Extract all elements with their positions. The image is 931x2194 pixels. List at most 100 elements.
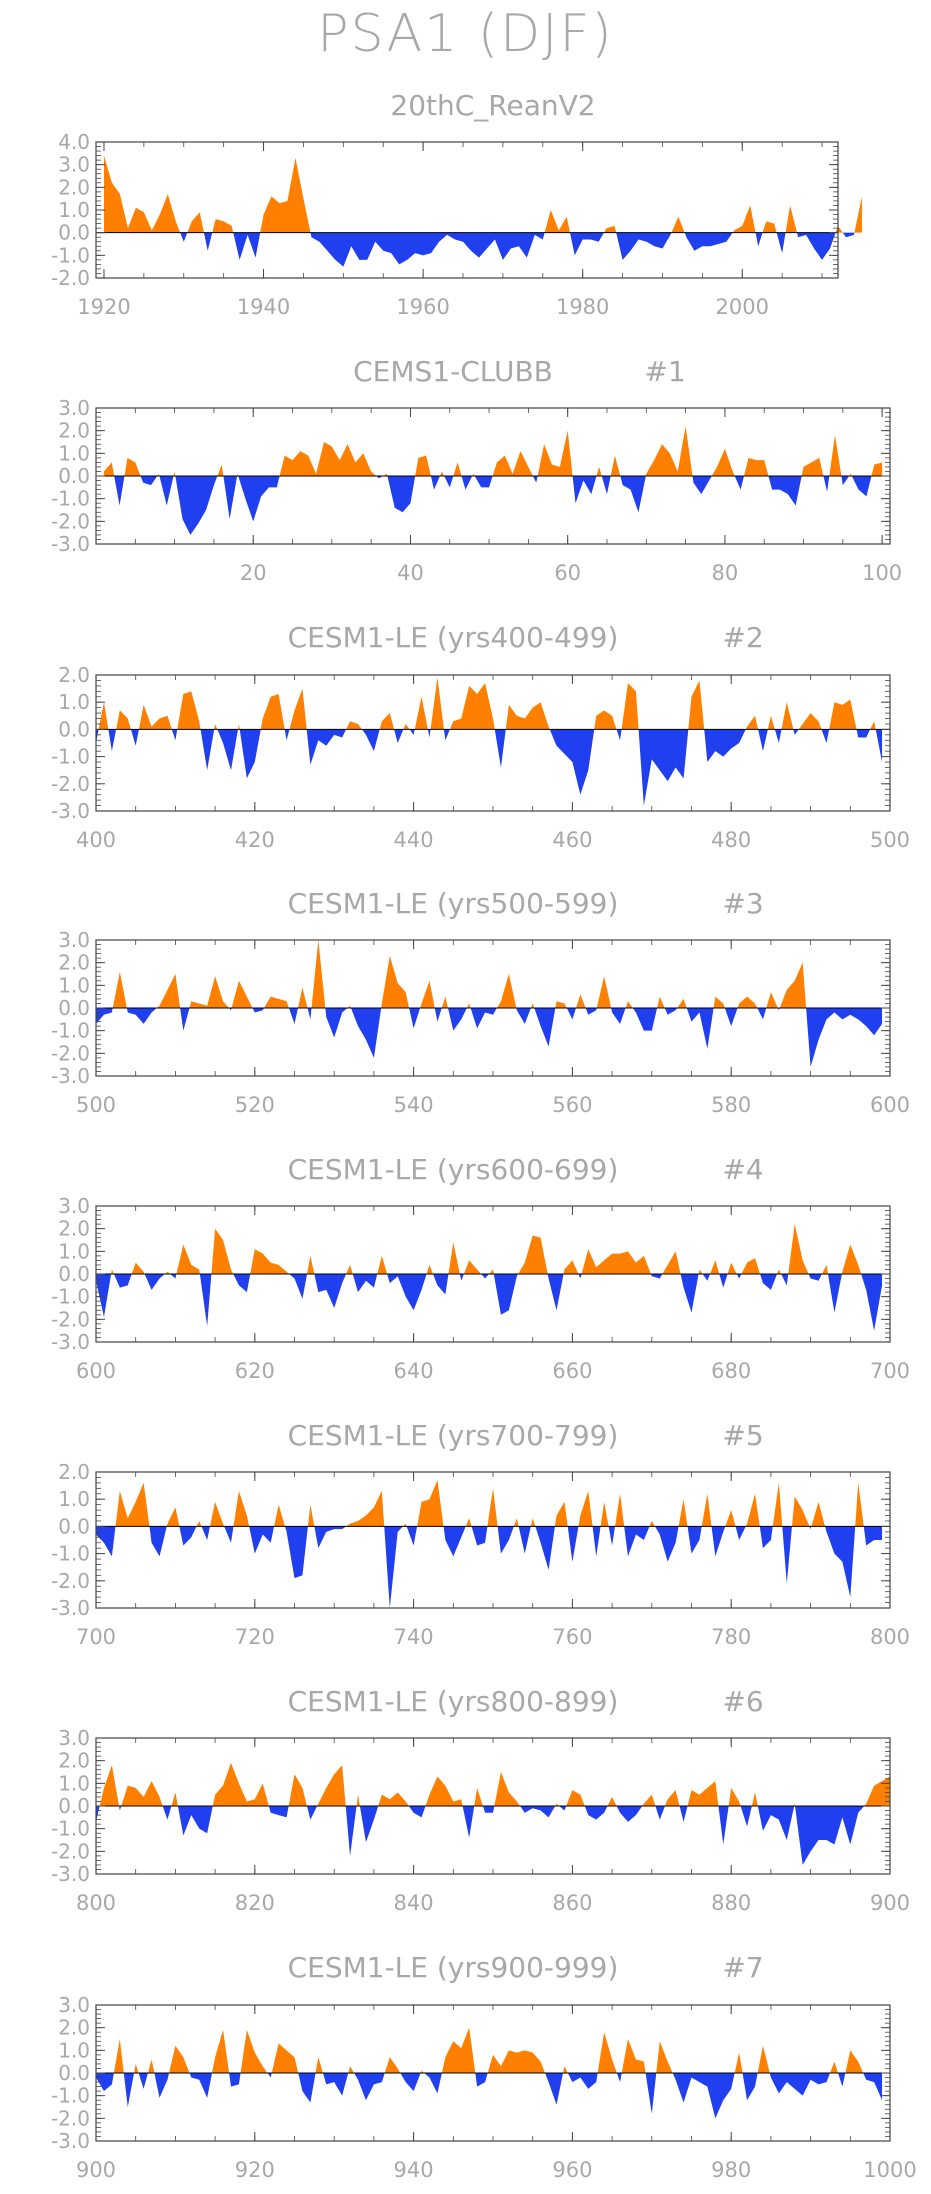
x-tick-label: 820 xyxy=(235,1891,275,1915)
panel-title: CESM1-LE (yrs700-799) xyxy=(288,1419,619,1452)
y-tick-label: -1.0 xyxy=(51,1019,90,1043)
y-tick-label: 2.0 xyxy=(58,2016,90,2040)
panel-title: CEMS1-CLUBB xyxy=(353,355,553,388)
x-tick-label: 600 xyxy=(870,1093,910,1117)
y-tick-label: 2.0 xyxy=(58,175,90,199)
x-tick-label: 500 xyxy=(76,1093,116,1117)
y-tick-label: 3.0 xyxy=(58,1194,90,1218)
x-tick-label: 660 xyxy=(552,1359,592,1383)
x-tick-label: 900 xyxy=(870,1891,910,1915)
x-tick-label: 1960 xyxy=(396,295,449,319)
x-tick-label: 640 xyxy=(394,1359,434,1383)
panel-tag: #1 xyxy=(644,355,685,388)
y-tick-label: -3.0 xyxy=(51,1064,90,1088)
y-tick-label: -3.0 xyxy=(51,1330,90,1354)
y-tick-label: 0.0 xyxy=(58,717,90,741)
y-tick-label: -1.0 xyxy=(51,1285,90,1309)
x-tick-label: 560 xyxy=(552,1093,592,1117)
y-tick-label: 3.0 xyxy=(58,1726,90,1750)
y-tick-label: 4.0 xyxy=(58,130,90,154)
x-tick-label: 1000 xyxy=(863,2158,916,2182)
negative-area xyxy=(96,1526,883,1608)
x-tick-label: 580 xyxy=(711,1093,751,1117)
y-tick-label: 2.0 xyxy=(58,419,90,443)
x-tick-label: 940 xyxy=(394,2158,434,2182)
negative-area xyxy=(96,1008,883,1067)
y-tick-label: 1.0 xyxy=(58,198,90,222)
y-tick-label: 1.0 xyxy=(58,441,90,465)
y-tick-label: 2.0 xyxy=(58,951,90,975)
y-tick-label: -1.0 xyxy=(51,2084,90,2108)
panel-title: 20thC_ReanV2 xyxy=(390,89,595,122)
x-tick-label: 60 xyxy=(554,561,581,585)
y-tick-label: -1.0 xyxy=(51,243,90,267)
x-tick-label: 620 xyxy=(235,1359,275,1383)
y-tick-label: 3.0 xyxy=(58,153,90,177)
y-tick-label: -1.0 xyxy=(51,745,90,769)
x-tick-label: 700 xyxy=(870,1359,910,1383)
x-tick-label: 20 xyxy=(240,561,267,585)
positive-area xyxy=(113,2027,864,2073)
positive-area xyxy=(115,1480,864,1527)
y-tick-label: -2.0 xyxy=(51,1307,90,1331)
positive-area xyxy=(103,155,862,233)
y-tick-label: 2.0 xyxy=(58,1749,90,1773)
y-tick-label: 2.0 xyxy=(58,1460,90,1484)
y-tick-label: -3.0 xyxy=(51,799,90,823)
negative-area xyxy=(114,476,872,535)
panel-tag: #7 xyxy=(722,1951,763,1984)
positive-area xyxy=(98,677,876,730)
x-tick-label: 860 xyxy=(552,1891,592,1915)
x-tick-label: 800 xyxy=(870,1625,910,1649)
negative-area xyxy=(96,1806,865,1865)
y-tick-label: 1.0 xyxy=(58,1487,90,1511)
x-tick-label: 80 xyxy=(712,561,739,585)
y-tick-label: 3.0 xyxy=(58,1993,90,2017)
panel-tag: #3 xyxy=(722,887,763,920)
panel-tag: #5 xyxy=(722,1419,763,1452)
x-tick-label: 460 xyxy=(552,828,592,852)
panel-title: CESM1-LE (yrs900-999) xyxy=(288,1951,619,1984)
panel-title: CESM1-LE (yrs500-599) xyxy=(288,887,619,920)
x-tick-label: 2000 xyxy=(716,295,769,319)
plot-frame xyxy=(95,674,891,812)
y-tick-label: 2.0 xyxy=(58,1217,90,1241)
x-tick-label: 100 xyxy=(862,561,902,585)
y-tick-label: 2.0 xyxy=(58,663,90,687)
y-tick-label: -1.0 xyxy=(51,1817,90,1841)
x-tick-label: 700 xyxy=(76,1625,116,1649)
y-tick-label: -2.0 xyxy=(51,1839,90,1863)
x-tick-label: 840 xyxy=(394,1891,434,1915)
y-tick-label: 0.0 xyxy=(58,1262,90,1286)
y-tick-label: 0.0 xyxy=(58,2061,90,2085)
x-tick-label: 760 xyxy=(552,1625,592,1649)
y-tick-label: 3.0 xyxy=(58,928,90,952)
y-tick-label: -2.0 xyxy=(51,2106,90,2130)
y-tick-label: -3.0 xyxy=(51,532,90,556)
x-tick-label: 720 xyxy=(235,1625,275,1649)
y-tick-label: 1.0 xyxy=(58,973,90,997)
y-tick-label: 0.0 xyxy=(58,221,90,245)
x-tick-label: 920 xyxy=(235,2158,275,2182)
x-tick-label: 780 xyxy=(711,1625,751,1649)
y-tick-label: -1.0 xyxy=(51,487,90,511)
x-tick-label: 740 xyxy=(394,1625,434,1649)
x-tick-label: 500 xyxy=(870,828,910,852)
x-tick-label: 980 xyxy=(711,2158,751,2182)
x-tick-label: 440 xyxy=(394,828,434,852)
y-tick-label: -2.0 xyxy=(51,772,90,796)
y-tick-label: -2.0 xyxy=(51,1041,90,1065)
panel-title: CESM1-LE (yrs800-899) xyxy=(288,1685,619,1718)
panel-title: CESM1-LE (yrs600-699) xyxy=(288,1153,619,1186)
y-tick-label: 0.0 xyxy=(58,464,90,488)
y-tick-label: -2.0 xyxy=(51,1569,90,1593)
figure-title: PSA1 (DJF) xyxy=(317,4,614,64)
y-tick-label: 3.0 xyxy=(58,396,90,420)
y-tick-label: 0.0 xyxy=(58,1514,90,1538)
x-tick-label: 40 xyxy=(397,561,424,585)
y-tick-label: 1.0 xyxy=(58,690,90,714)
positive-area xyxy=(99,1762,891,1806)
negative-area xyxy=(180,232,855,267)
x-tick-label: 960 xyxy=(552,2158,592,2182)
panel-tag: #4 xyxy=(722,1153,763,1186)
